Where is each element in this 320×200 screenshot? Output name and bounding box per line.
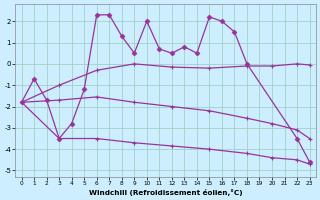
X-axis label: Windchill (Refroidissement éolien,°C): Windchill (Refroidissement éolien,°C)	[89, 189, 242, 196]
